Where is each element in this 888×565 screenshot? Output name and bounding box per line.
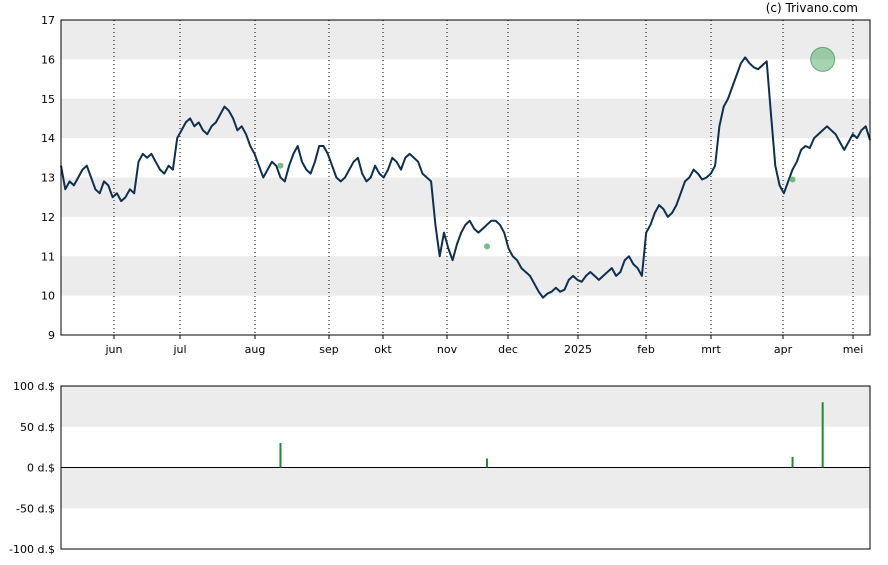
price-xtick-label: jul: [172, 343, 186, 356]
price-ytick-label: 16: [41, 53, 55, 66]
copyright-label: (c) Trivano.com: [765, 1, 858, 15]
dividend-ytick-label: -50 d.$: [16, 502, 55, 515]
price-xtick-label: apr: [774, 343, 793, 356]
price-xtick-label: jun: [105, 343, 123, 356]
price-band-1: [61, 177, 870, 217]
price-ytick-label: 9: [48, 329, 55, 342]
dividend-ytick-label: 0 d.$: [27, 462, 55, 475]
price-ytick-label: 15: [41, 93, 55, 106]
dividend-panel-border: [60, 385, 871, 550]
price-xtick-label: 2025: [564, 343, 592, 356]
price-band-0: [61, 256, 870, 296]
price-highlight-marker: [810, 46, 836, 72]
price-ytick-label: 17: [41, 14, 55, 27]
price-xtick-label: mei: [843, 343, 864, 356]
price-ytick-label: 10: [41, 290, 55, 303]
price-band-2: [61, 98, 870, 139]
dividend-ytick-label: 100 d.$: [13, 380, 55, 393]
dividend-band-1: [61, 467, 870, 509]
price-band-3: [61, 20, 870, 60]
price-ytick-label: 14: [41, 132, 55, 145]
dividend-ytick-label: 50 d.$: [20, 421, 55, 434]
dividend-ytick-label: -100 d.$: [9, 543, 55, 556]
dividend-marker-1: [484, 243, 491, 250]
price-ytick-label: 13: [41, 172, 55, 185]
dividend-band-0: [61, 386, 870, 427]
price-xtick-label: mrt: [701, 343, 721, 356]
price-ytick-label: 11: [41, 250, 55, 263]
price-xtick-label: dec: [498, 343, 518, 356]
dividend-marker-2: [789, 176, 796, 183]
price-xtick-label: nov: [437, 343, 458, 356]
price-xtick-label: okt: [374, 343, 392, 356]
price-panel-border: [60, 19, 871, 336]
price-xtick-label: feb: [637, 343, 655, 356]
price-xtick-label: aug: [245, 343, 266, 356]
price-xtick-label: sep: [319, 343, 338, 356]
price-ytick-label: 12: [41, 211, 55, 224]
dividend-marker-0: [277, 162, 284, 169]
price-series-line: [60, 56, 871, 299]
